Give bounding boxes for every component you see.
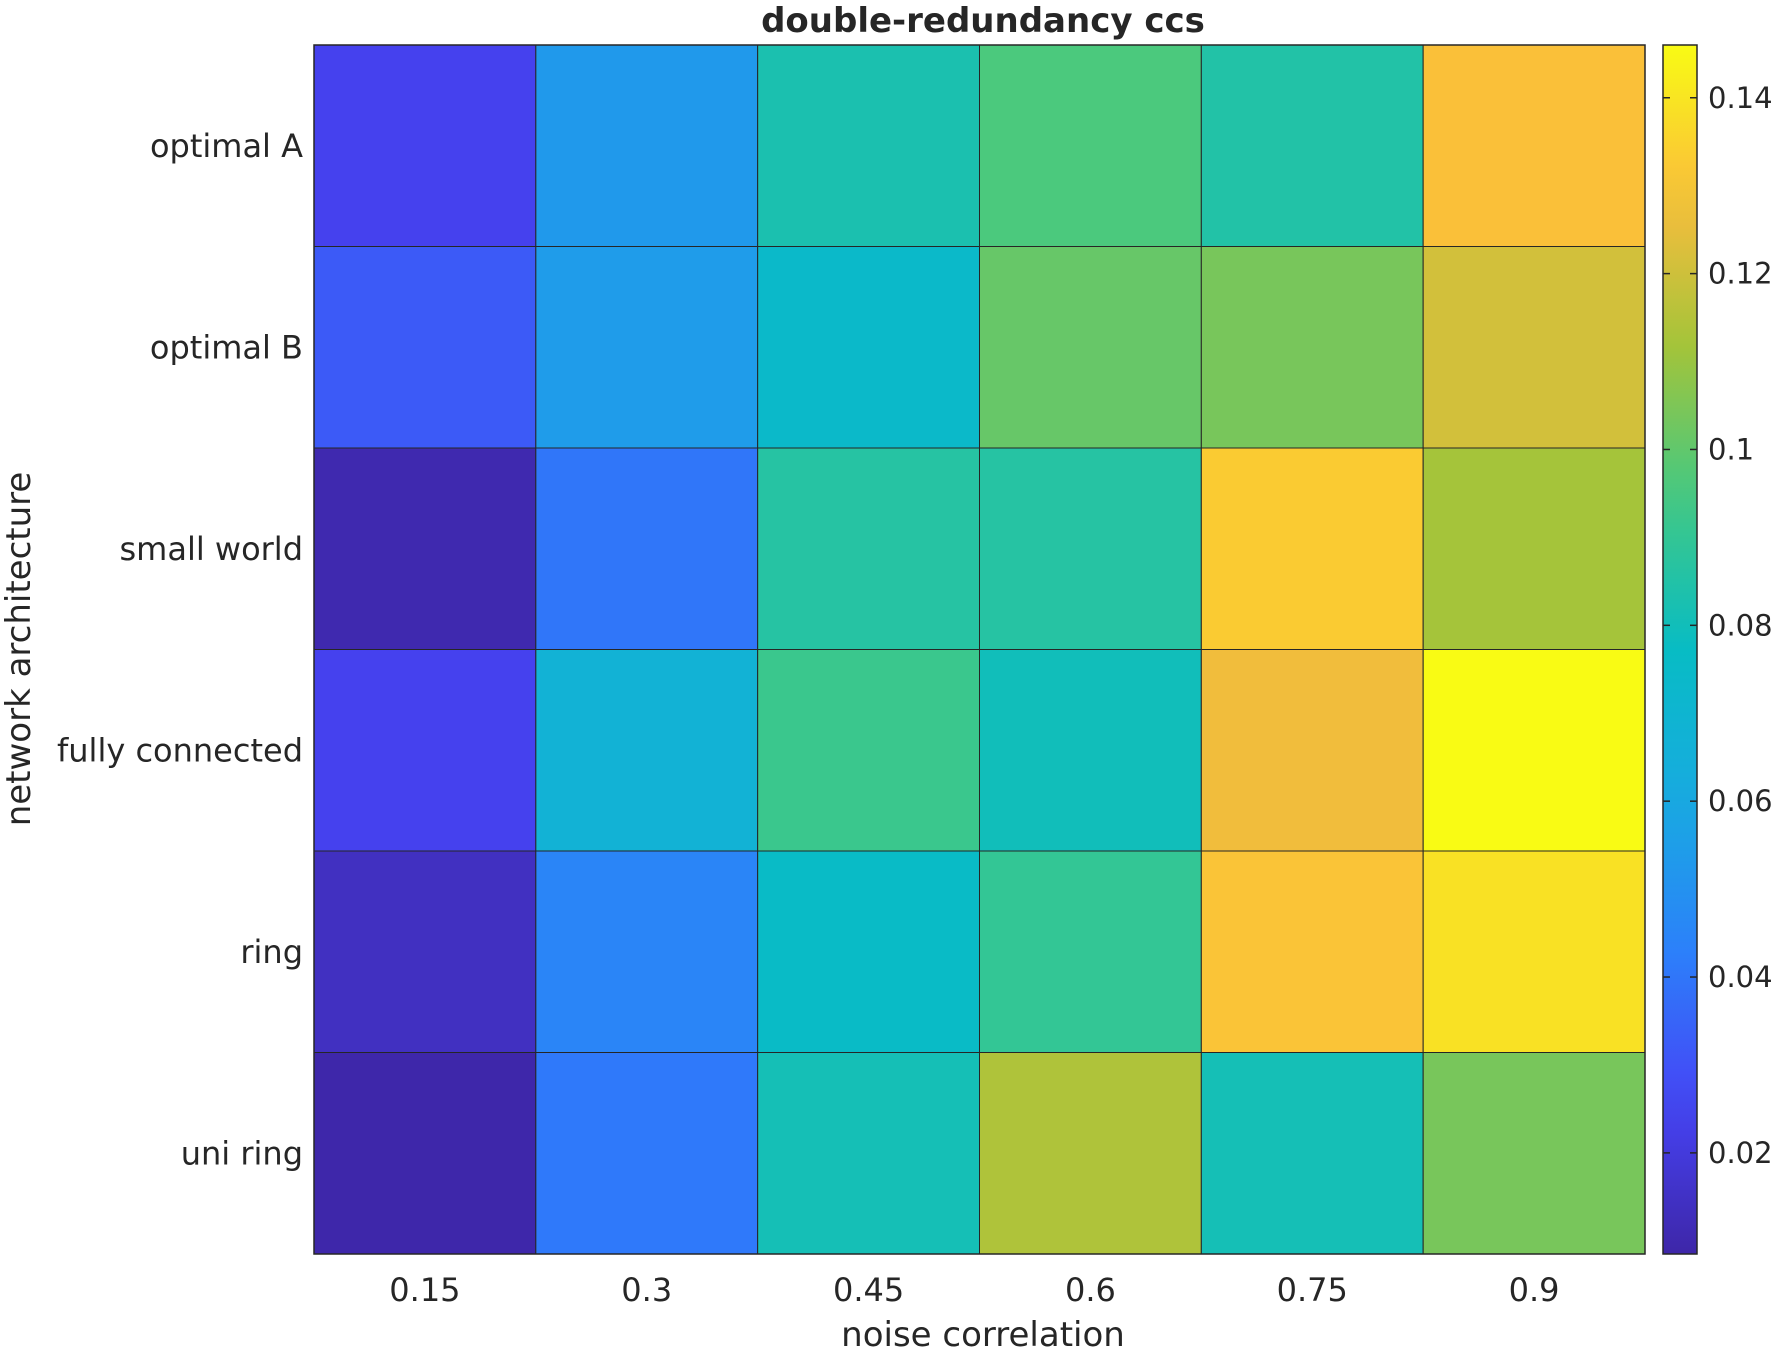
y-tick-label: optimal A (150, 127, 303, 165)
y-tick-labels: optimal A optimal B small world fully conne… (57, 127, 303, 1173)
heatmap-cell (535, 246, 759, 449)
x-tick-labels: 0.15 0.3 0.45 0.6 0.75 0.9 (389, 1271, 1559, 1309)
colorbar-tick-label: 0.12 (1708, 257, 1772, 291)
heatmap-cell (313, 447, 537, 650)
colorbar-ticks: 0.02 0.04 0.06 0.08 0.1 0.12 0.14 (1663, 81, 1772, 1170)
x-tick-label: 0.6 (1065, 1271, 1116, 1309)
heatmap-cell (313, 44, 537, 247)
heatmap-cell (313, 1052, 537, 1255)
heatmap-cell (757, 1052, 981, 1255)
heatmap-cell (535, 447, 759, 650)
x-tick-label: 0.3 (621, 1271, 672, 1309)
colorbar-tick-label: 0.08 (1708, 608, 1772, 642)
heatmap-cell (1200, 246, 1424, 449)
heatmap-cell (1422, 44, 1646, 247)
heatmap-cell (1200, 447, 1424, 650)
heatmap-cell (313, 850, 537, 1053)
heatmap-cell (1200, 649, 1424, 852)
colorbar (1662, 44, 1698, 1255)
x-tick-label: 0.15 (389, 1271, 460, 1309)
heatmap-cell (757, 246, 981, 449)
colorbar-tick-label: 0.04 (1708, 960, 1772, 994)
heatmap-cell (1422, 850, 1646, 1053)
heatmap-cell (313, 246, 537, 449)
x-tick-label: 0.9 (1509, 1271, 1560, 1309)
colorbar-tick-label: 0.02 (1708, 1136, 1772, 1170)
y-tick-label: ring (240, 933, 303, 971)
heatmap-cell (979, 44, 1202, 247)
heatmap-cell (535, 850, 759, 1053)
heatmap-cell (979, 1052, 1202, 1255)
heatmap-cell (757, 850, 981, 1053)
colorbar-tick-label: 0.1 (1708, 432, 1754, 466)
y-tick-label: fully connected (57, 731, 303, 769)
heatmap-cell (1422, 649, 1646, 852)
heatmap-cell (979, 447, 1202, 650)
heatmap-cell (535, 44, 759, 247)
heatmap-cell (979, 246, 1202, 449)
heatmap-cell (1200, 44, 1424, 247)
heatmap-cell (979, 649, 1202, 852)
heatmap-cells (313, 44, 1646, 1255)
heatmap-cell (1422, 246, 1646, 449)
chart-title: double-redundancy ccs (761, 1, 1205, 41)
heatmap-cell (757, 44, 981, 247)
colorbar-tick-label: 0.06 (1708, 784, 1772, 818)
plot-frame (313, 44, 1646, 1255)
y-axis-label: network architecture (0, 472, 39, 827)
x-tick-label: 0.45 (833, 1271, 904, 1309)
y-tick-label: uni ring (181, 1134, 303, 1172)
heatmap-cell (979, 850, 1202, 1053)
heatmap-cell (1422, 447, 1646, 650)
heatmap-cell (535, 1052, 759, 1255)
y-tick-label: small world (119, 530, 303, 568)
y-tick-label: optimal B (150, 328, 303, 366)
x-tick-label: 0.75 (1277, 1271, 1348, 1309)
heatmap-cell (1200, 850, 1424, 1053)
heatmap-cell (1422, 1052, 1646, 1255)
colorbar-tick-label: 0.14 (1708, 81, 1772, 115)
heatmap-cell (757, 447, 981, 650)
heatmap-cell (1200, 1052, 1424, 1255)
x-axis-label: noise correlation (841, 1315, 1125, 1349)
heatmap-cell (757, 649, 981, 852)
heatmap-cell (313, 649, 537, 852)
heatmap-cell (535, 649, 759, 852)
